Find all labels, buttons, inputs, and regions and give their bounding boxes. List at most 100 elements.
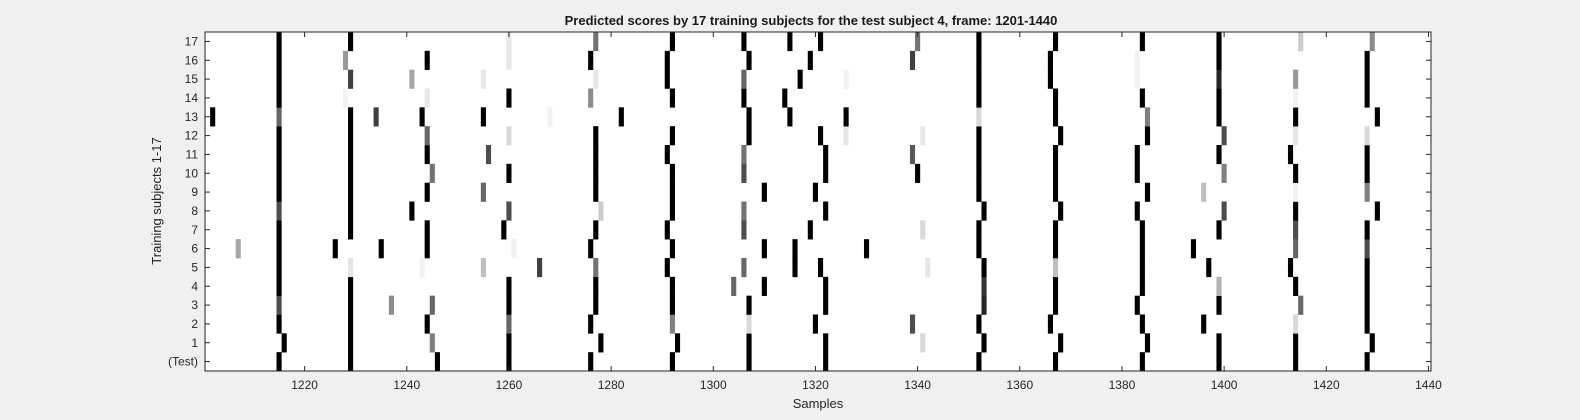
- cell-row-14-4: [588, 88, 594, 108]
- cell-row-8-0: [276, 201, 282, 221]
- cell-row-17-5: [741, 32, 747, 52]
- cell-row-9-3: [480, 182, 486, 202]
- cell-row-4-3: [593, 276, 599, 296]
- cell-row-16-12: [1216, 50, 1222, 70]
- cell-row-12-11: [1058, 126, 1064, 146]
- cell-row-14-3: [506, 88, 512, 108]
- cell-row-3-1: [348, 295, 354, 315]
- cell-row-12-0: [276, 126, 282, 146]
- y-tick-label: 6: [191, 242, 198, 256]
- cell-row-11-5: [664, 145, 670, 165]
- cell-row-6-3: [378, 239, 384, 259]
- cell-row-9-7: [812, 182, 818, 202]
- cell-row-13-0: [210, 107, 216, 127]
- cell-row-13-4: [419, 107, 425, 127]
- cell-row-15-13: [1293, 69, 1299, 89]
- cell-row-7-0: [276, 220, 282, 240]
- cell-row-14-10: [1139, 88, 1145, 108]
- cell-row-1-12: [1216, 333, 1222, 353]
- y-tick-label: 13: [185, 110, 199, 124]
- cell-row-3-5: [593, 295, 599, 315]
- cell-row-2-3: [506, 314, 512, 334]
- cell-row-2-9: [976, 314, 982, 334]
- cell-row-11-14: [1364, 145, 1370, 165]
- cell-row-5-7: [741, 258, 747, 278]
- cell-row-16-5: [664, 50, 670, 70]
- x-axis: 1220 1240 1260 1280 1300 1320 1340 1360 1380 1400…: [291, 32, 1442, 392]
- y-tick-label: 7: [191, 223, 198, 237]
- cell-row-15-3: [480, 69, 486, 89]
- cell-row-9-10: [1144, 182, 1151, 202]
- cell-row-4-5: [731, 276, 737, 296]
- cell-row-11-9: [976, 145, 982, 165]
- cell-row-5-15: [1287, 258, 1294, 278]
- cell-row-14-12: [1293, 88, 1299, 108]
- cell-row-12-10: [976, 126, 982, 146]
- cell-row-6-13: [1139, 239, 1145, 259]
- cell-row-1-5: [674, 333, 681, 353]
- cell-row-12-1: [348, 126, 354, 146]
- x-tick-label: 1300: [700, 378, 727, 392]
- cell-row-9-8: [976, 182, 982, 202]
- cell-row-5-10: [925, 258, 931, 278]
- cell-row-8-10: [1134, 201, 1140, 221]
- cell-row-7-5: [664, 220, 670, 240]
- cell-row-17-7: [818, 32, 824, 52]
- cell-row-15-10: [1047, 69, 1053, 89]
- cell-row-test-3: [506, 352, 512, 372]
- cell-row-8-2: [409, 201, 415, 221]
- cell-row-3-6: [669, 295, 675, 315]
- cell-row-3-12: [1216, 295, 1222, 315]
- cell-row-3-9: [981, 295, 987, 315]
- cell-row-test-10: [1139, 352, 1145, 372]
- cell-row-test-9: [1052, 352, 1059, 372]
- cell-row-14-0: [276, 88, 282, 108]
- cell-row-2-11: [1139, 314, 1145, 334]
- cell-row-1-2: [429, 333, 435, 353]
- cell-row-17-4: [669, 32, 675, 52]
- cell-row-17-14: [1369, 32, 1375, 52]
- cell-row-9-5: [669, 182, 675, 202]
- cell-row-7-9: [976, 220, 982, 240]
- cell-row-11-11: [1134, 145, 1140, 165]
- y-tick-label: 14: [185, 91, 199, 105]
- cell-row-9-6: [761, 182, 767, 202]
- cell-row-11-10: [1052, 145, 1059, 165]
- cell-row-8-6: [741, 201, 747, 221]
- cell-row-4-6: [761, 276, 767, 296]
- cell-row-5-2: [419, 258, 425, 278]
- cell-row-2-2: [424, 314, 430, 334]
- cell-row-10-6: [741, 163, 747, 183]
- cell-row-6-4: [424, 239, 430, 259]
- cell-row-16-8: [909, 50, 916, 70]
- cell-row-10-1: [348, 163, 354, 183]
- cell-row-5-6: [664, 258, 670, 278]
- chart-title: Predicted scores by 17 training subjects…: [565, 13, 1058, 28]
- cell-row-13-13: [1144, 107, 1151, 127]
- cell-row-8-13: [1374, 201, 1380, 221]
- y-tick-label: 3: [191, 298, 198, 312]
- cell-row-test-13: [1364, 352, 1370, 372]
- cell-row-4-0: [276, 276, 282, 296]
- cell-row-10-11: [1134, 163, 1140, 183]
- cell-row-3-10: [1052, 295, 1059, 315]
- cell-row-12-4: [593, 126, 599, 146]
- cell-row-13-1: [276, 107, 282, 127]
- cell-row-2-1: [348, 314, 354, 334]
- x-tick-label: 1240: [393, 378, 420, 392]
- cell-row-1-1: [348, 333, 354, 353]
- cell-row-test-5: [669, 352, 675, 372]
- cell-row-13-12: [1052, 107, 1059, 127]
- cell-row-5-11: [981, 258, 987, 278]
- cell-row-11-0: [276, 145, 282, 165]
- cell-row-4-11: [1216, 276, 1222, 296]
- cell-row-17-11: [1139, 32, 1145, 52]
- cell-row-15-6: [741, 69, 747, 89]
- cell-row-7-6: [741, 220, 747, 240]
- cell-row-12-3: [506, 126, 512, 146]
- y-axis: 17 16 15 14 13 12 11 10 9 8 7 6 5 4 3 2 1 (Test): [168, 34, 1431, 369]
- cell-row-6-2: [332, 239, 338, 259]
- cell-row-17-12: [1216, 32, 1222, 52]
- cell-row-6-7: [669, 239, 675, 259]
- cell-row-16-1: [342, 50, 349, 70]
